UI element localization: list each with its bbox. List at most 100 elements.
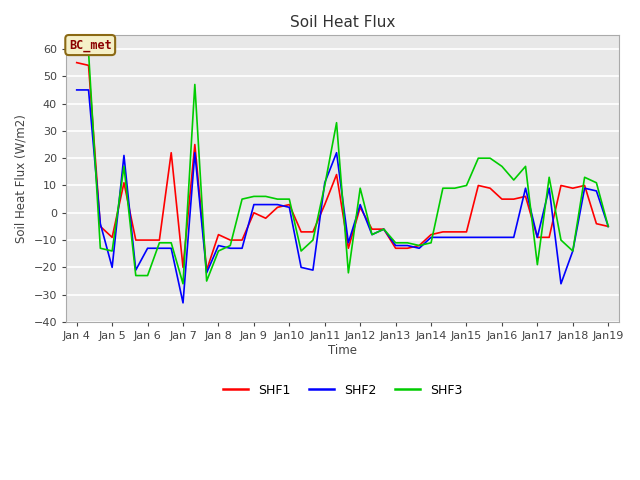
SHF2	[179, 300, 187, 306]
SHF2	[569, 248, 577, 254]
SHF2	[545, 185, 553, 191]
SHF3	[274, 196, 282, 202]
SHF1	[108, 234, 116, 240]
SHF3	[415, 243, 423, 249]
SHF1	[474, 182, 482, 188]
SHF2	[404, 243, 412, 249]
SHF1	[84, 62, 92, 68]
SHF2	[250, 202, 258, 207]
SHF2	[298, 264, 305, 270]
SHF2	[486, 234, 494, 240]
SHF3	[404, 240, 412, 246]
SHF1	[486, 185, 494, 191]
SHF2	[344, 240, 352, 246]
SHF2	[415, 245, 423, 251]
SHF2	[203, 270, 211, 276]
SHF3	[108, 248, 116, 254]
SHF2	[593, 188, 600, 194]
SHF3	[321, 182, 328, 188]
SHF1	[321, 202, 328, 207]
SHF1	[545, 234, 553, 240]
SHF2	[333, 150, 340, 156]
SHF1	[227, 237, 234, 243]
SHF2	[238, 245, 246, 251]
SHF3	[486, 156, 494, 161]
SHF2	[451, 234, 458, 240]
SHF3	[344, 270, 352, 276]
SHF3	[534, 262, 541, 267]
SHF2	[97, 221, 104, 227]
SHF1	[298, 229, 305, 235]
SHF3	[522, 164, 529, 169]
SHF3	[156, 240, 163, 246]
SHF1	[451, 229, 458, 235]
SHF3	[604, 224, 612, 229]
SHF3	[120, 164, 128, 169]
SHF2	[604, 224, 612, 229]
SHF2	[356, 202, 364, 207]
SHF1	[285, 202, 293, 207]
SHF2	[309, 267, 317, 273]
SHF3	[380, 226, 388, 232]
SHF1	[203, 267, 211, 273]
SHF1	[274, 204, 282, 210]
SHF3	[593, 180, 600, 186]
SHF1	[344, 245, 352, 251]
SHF2	[227, 245, 234, 251]
SHF1	[156, 237, 163, 243]
SHF3	[474, 156, 482, 161]
SHF1	[250, 210, 258, 216]
SHF3	[569, 248, 577, 254]
SHF1	[333, 172, 340, 178]
SHF3	[557, 237, 565, 243]
SHF1	[73, 60, 81, 65]
Title: Soil Heat Flux: Soil Heat Flux	[290, 15, 395, 30]
SHF2	[168, 245, 175, 251]
SHF2	[73, 87, 81, 93]
SHF3	[298, 248, 305, 254]
SHF3	[144, 273, 152, 278]
SHF2	[156, 245, 163, 251]
SHF2	[368, 232, 376, 238]
SHF1	[144, 237, 152, 243]
SHF3	[498, 164, 506, 169]
SHF3	[333, 120, 340, 126]
SHF3	[203, 278, 211, 284]
SHF3	[73, 46, 81, 52]
SHF1	[534, 234, 541, 240]
SHF1	[120, 180, 128, 186]
SHF1	[569, 185, 577, 191]
Y-axis label: Soil Heat Flux (W/m2): Soil Heat Flux (W/m2)	[15, 114, 28, 243]
SHF3	[84, 49, 92, 55]
SHF3	[428, 240, 435, 246]
SHF3	[545, 174, 553, 180]
Text: BC_met: BC_met	[69, 38, 111, 51]
SHF1	[522, 193, 529, 199]
SHF3	[309, 237, 317, 243]
SHF2	[132, 267, 140, 273]
Line: SHF3: SHF3	[77, 49, 608, 284]
SHF3	[179, 281, 187, 287]
SHF1	[428, 232, 435, 238]
SHF1	[132, 237, 140, 243]
SHF3	[168, 240, 175, 246]
SHF3	[191, 82, 198, 87]
SHF3	[97, 245, 104, 251]
SHF2	[214, 243, 222, 249]
SHF1	[356, 204, 364, 210]
SHF2	[498, 234, 506, 240]
SHF2	[274, 202, 282, 207]
SHF1	[191, 142, 198, 147]
SHF2	[580, 185, 588, 191]
SHF1	[368, 226, 376, 232]
SHF2	[321, 180, 328, 186]
SHF1	[168, 150, 175, 156]
SHF1	[510, 196, 518, 202]
SHF3	[132, 273, 140, 278]
SHF3	[451, 185, 458, 191]
SHF2	[428, 234, 435, 240]
SHF1	[214, 232, 222, 238]
SHF1	[179, 264, 187, 270]
SHF3	[262, 193, 269, 199]
SHF1	[97, 224, 104, 229]
